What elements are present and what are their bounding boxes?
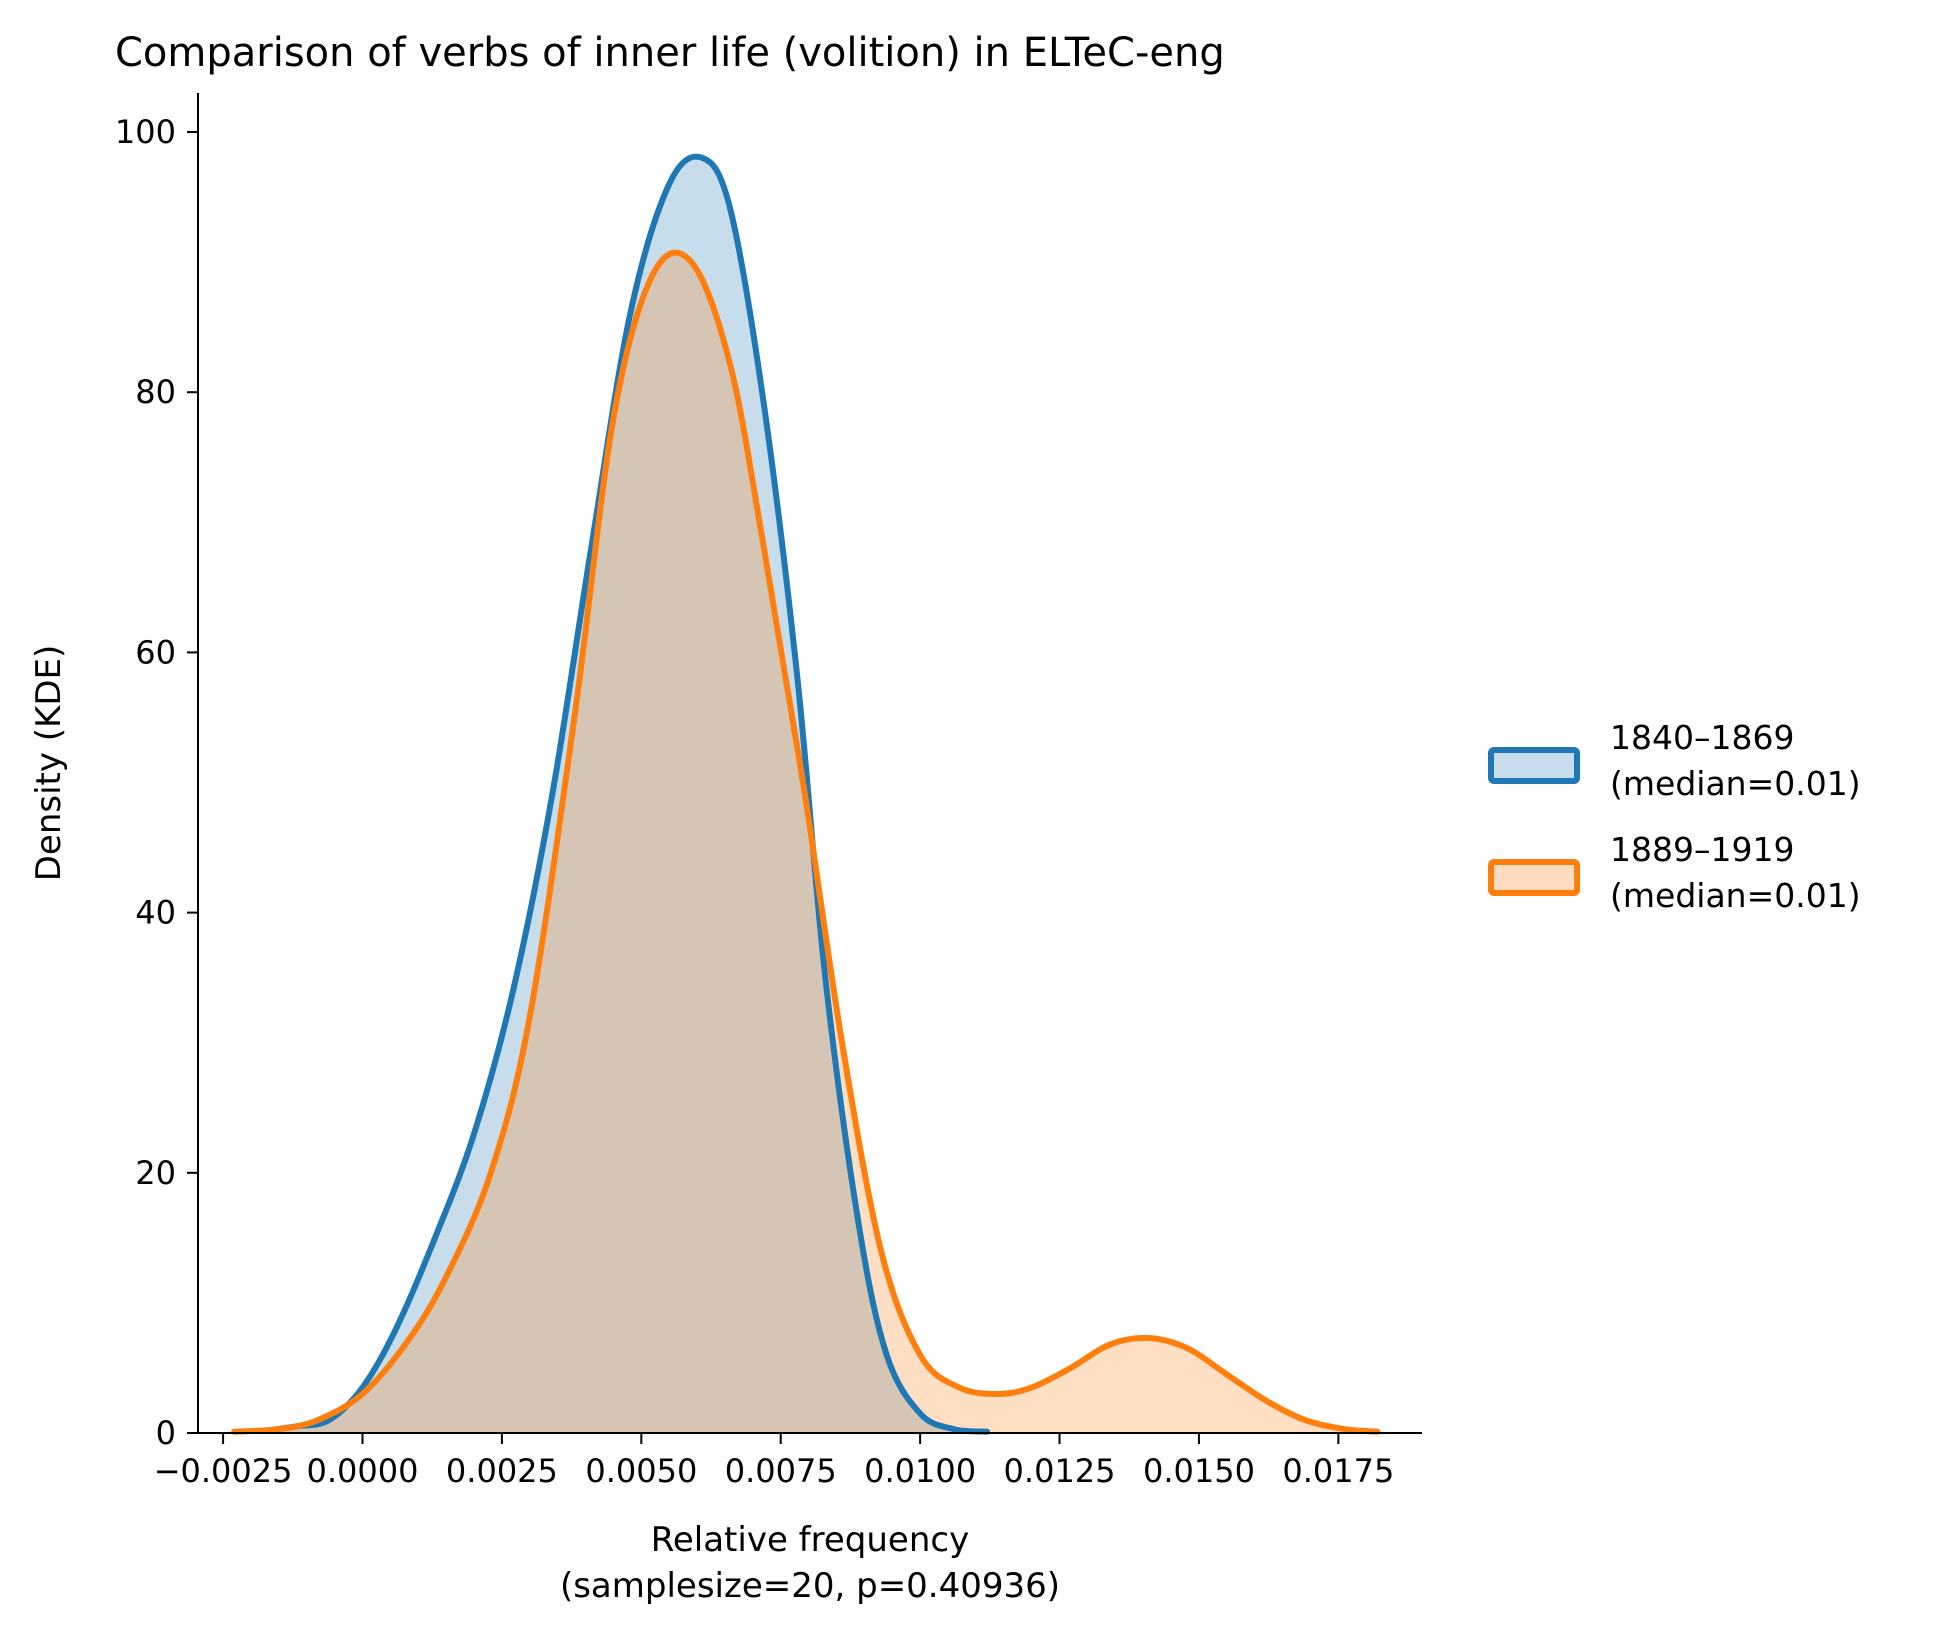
y-tick-label: 60 bbox=[135, 633, 176, 671]
x-tick-label: 0.0025 bbox=[446, 1452, 558, 1490]
x-tick-label: 0.0000 bbox=[307, 1452, 419, 1490]
x-ticks: −0.0025 0.0000 0.0025 0.0050 0.0075 0.0100 0.0… bbox=[154, 1433, 1394, 1490]
series-0-area bbox=[267, 156, 988, 1433]
x-tick-label: 0.0050 bbox=[585, 1452, 697, 1490]
x-tick-label: 0.0075 bbox=[725, 1452, 837, 1490]
legend-label-1840-1869-line2: (median=0.01) bbox=[1610, 764, 1861, 803]
x-tick-label: −0.0025 bbox=[154, 1452, 293, 1490]
series-1-area bbox=[234, 252, 1378, 1433]
legend-label-1889-1919-line1: 1889–1919 bbox=[1610, 830, 1794, 869]
legend: 1840–1869 (median=0.01) 1889–1919 (media… bbox=[1488, 718, 1861, 915]
legend-swatch-1840-1869 bbox=[1488, 747, 1580, 784]
x-axis-title-line1: Relative frequency bbox=[651, 1520, 969, 1560]
y-axis-title: Density (KDE) bbox=[29, 645, 69, 882]
legend-label-1889-1919-line2: (median=0.01) bbox=[1610, 876, 1861, 915]
series-1-line bbox=[231, 249, 1381, 1435]
x-tick-label: 0.0100 bbox=[864, 1452, 976, 1490]
y-ticks: 0 20 40 60 80 100 bbox=[115, 113, 198, 1452]
series-layer bbox=[231, 153, 1381, 1435]
y-tick-label: 40 bbox=[135, 894, 176, 932]
y-tick-label: 80 bbox=[135, 373, 176, 411]
x-tick-label: 0.0125 bbox=[1004, 1452, 1116, 1490]
x-tick-label: 0.0175 bbox=[1282, 1452, 1394, 1490]
legend-swatch-1889-1919 bbox=[1488, 859, 1580, 896]
series-0-line bbox=[264, 153, 991, 1435]
y-tick-label: 20 bbox=[135, 1154, 176, 1192]
x-axis-title-line2: (samplesize=20, p=0.40936) bbox=[560, 1566, 1060, 1606]
y-tick-label: 0 bbox=[156, 1414, 176, 1452]
chart-title: Comparison of verbs of inner life (volit… bbox=[115, 30, 1225, 76]
y-tick-label: 100 bbox=[115, 113, 176, 151]
x-tick-label: 0.0150 bbox=[1143, 1452, 1255, 1490]
legend-label-1840-1869-line1: 1840–1869 bbox=[1610, 718, 1794, 757]
